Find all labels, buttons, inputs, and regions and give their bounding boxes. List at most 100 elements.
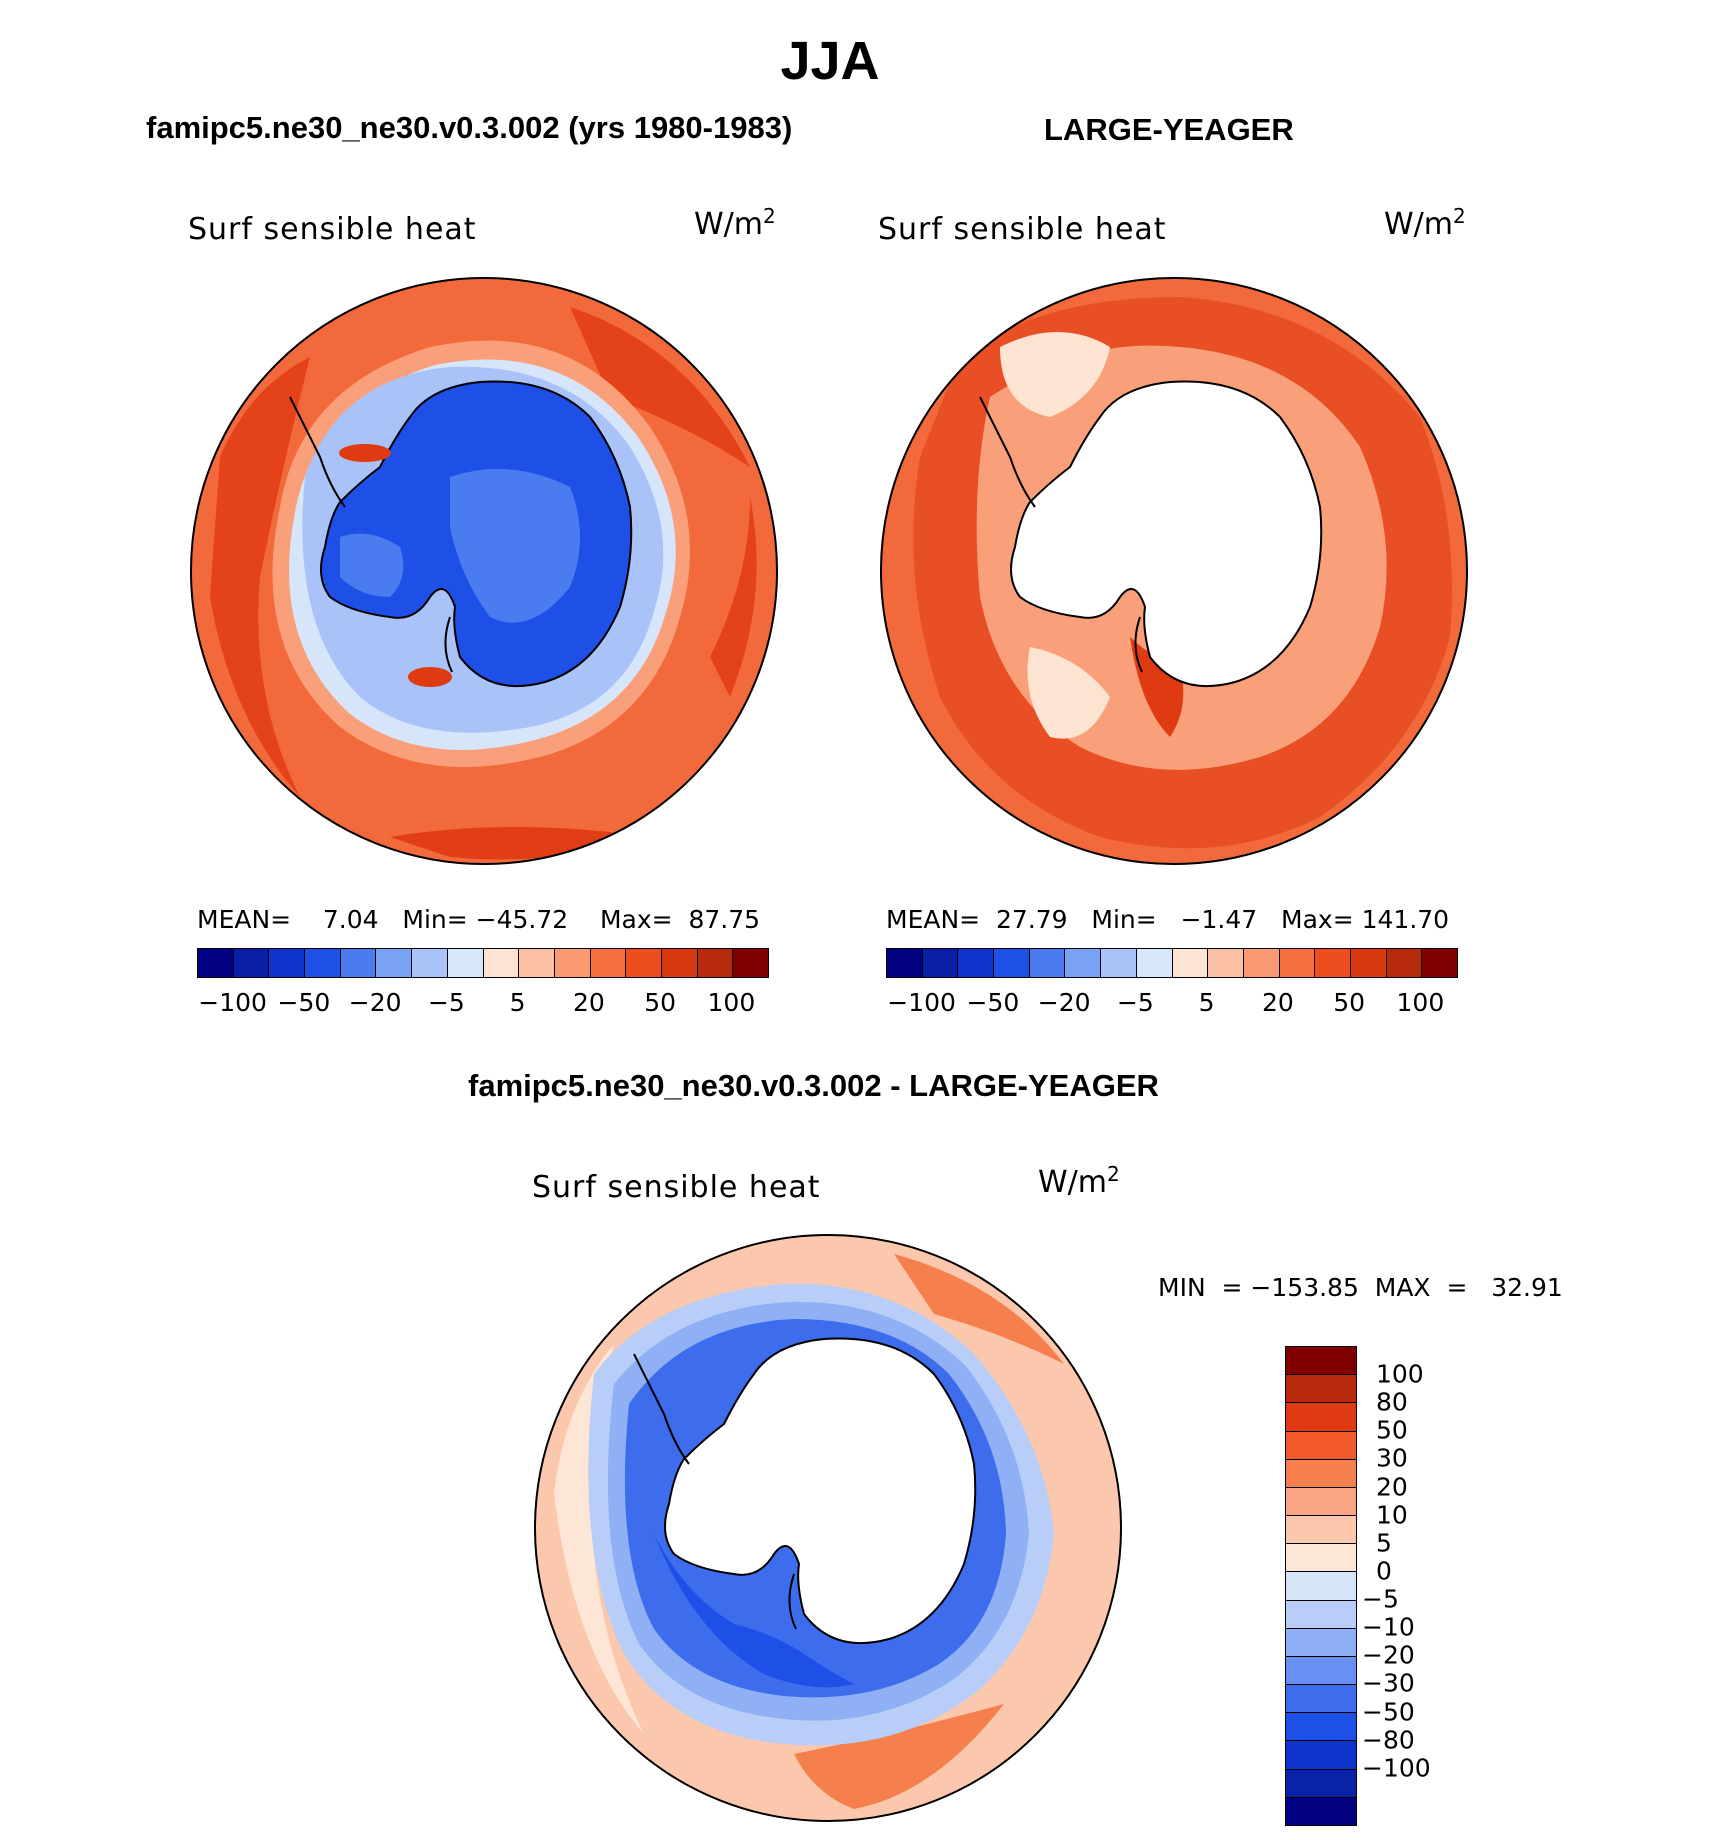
colorbar-label: 50 (1333, 988, 1366, 1017)
colorbar-swatch (340, 949, 377, 977)
colorbar-swatch (590, 949, 627, 977)
colorbar-label: −20 (348, 988, 402, 1017)
colorbar-swatch (1286, 1572, 1356, 1601)
colorbar-label: −50 (277, 988, 331, 1017)
colorbar-swatch (269, 949, 306, 977)
colorbar-swatch (233, 949, 270, 977)
colorbar-swatch (1286, 1741, 1356, 1770)
colorbar-swatch (697, 949, 734, 977)
colorbar-label: −10 (1362, 1612, 1415, 1642)
colorbar-label: 30 (1376, 1443, 1408, 1473)
colorbar-swatch (1286, 1797, 1356, 1825)
colorbar-swatch (661, 949, 698, 977)
colorbar-swatch (1422, 949, 1457, 977)
obs-colorbar-labels: −100 −50 −20 −5 5 20 50 100 (886, 988, 1456, 1018)
colorbar-swatch (554, 949, 591, 977)
colorbar-label: −20 (1037, 988, 1091, 1017)
colorbar-swatch (1286, 1375, 1356, 1404)
diff-variable-label: Surf sensible heat (532, 1170, 821, 1205)
colorbar-label: −30 (1362, 1668, 1415, 1698)
colorbar-swatch (1286, 1347, 1356, 1376)
colorbar-label: 100 (707, 988, 756, 1017)
colorbar-swatch (1286, 1487, 1356, 1517)
colorbar-swatch (626, 949, 662, 977)
diff-colorbar (1285, 1346, 1357, 1826)
colorbar-swatch (1286, 1656, 1356, 1686)
colorbar-swatch (376, 949, 413, 977)
colorbar-label: −5 (427, 988, 465, 1017)
colorbar-swatch (1065, 949, 1102, 977)
colorbar-swatch (958, 949, 995, 977)
model-units-label: W/m2 (694, 204, 776, 242)
colorbar-swatch (1208, 949, 1244, 977)
colorbar-swatch (1286, 1769, 1356, 1798)
colorbar-swatch (1286, 1403, 1356, 1432)
model-polar-map (190, 277, 778, 865)
colorbar-swatch (1286, 1713, 1356, 1742)
obs-variable-label: Surf sensible heat (878, 212, 1167, 247)
model-variable-label: Surf sensible heat (188, 212, 477, 247)
colorbar-label: 50 (644, 988, 677, 1017)
colorbar-swatch (1286, 1431, 1356, 1460)
colorbar-label: −100 (1362, 1753, 1431, 1783)
colorbar-swatch (1279, 949, 1316, 977)
colorbar-swatch (305, 949, 341, 977)
colorbar-swatch (1286, 1544, 1356, 1573)
colorbar-label: −50 (1362, 1697, 1415, 1727)
colorbar-swatch (887, 949, 923, 977)
model-panel-title: famipc5.ne30_ne30.v0.3.002 (yrs 1980-198… (146, 110, 793, 145)
colorbar-label: 5 (1376, 1528, 1392, 1558)
colorbar-swatch (447, 949, 484, 977)
model-stats: MEAN= 7.04 Min= −45.72 Max= 87.75 (197, 905, 761, 934)
model-colorbar-labels: −100 −50 −20 −5 5 20 50 100 (197, 988, 767, 1018)
obs-colorbar (886, 948, 1458, 978)
colorbar-label: 100 (1376, 1359, 1424, 1389)
colorbar-label: 20 (1376, 1472, 1408, 1502)
colorbar-swatch (1286, 1600, 1356, 1629)
colorbar-swatch (1101, 949, 1137, 977)
colorbar-swatch (1172, 949, 1209, 977)
colorbar-label: −100 (198, 988, 267, 1017)
colorbar-label: −5 (1116, 988, 1154, 1017)
colorbar-swatch (1350, 949, 1387, 977)
colorbar-label: 5 (509, 988, 526, 1017)
colorbar-swatch (198, 949, 234, 977)
colorbar-swatch (994, 949, 1030, 977)
colorbar-swatch (1243, 949, 1280, 977)
diff-panel-title: famipc5.ne30_ne30.v0.3.002 - LARGE-YEAGE… (468, 1068, 1159, 1103)
colorbar-label: 0 (1376, 1556, 1392, 1586)
colorbar-swatch (922, 949, 959, 977)
diff-polar-map (534, 1234, 1122, 1822)
colorbar-label: 100 (1396, 988, 1445, 1017)
diff-units-label: W/m2 (1038, 1162, 1120, 1200)
obs-polar-map (880, 277, 1468, 865)
colorbar-label: −50 (966, 988, 1020, 1017)
colorbar-label: 20 (1261, 988, 1294, 1017)
colorbar-label: 80 (1376, 1387, 1408, 1417)
colorbar-swatch (1286, 1628, 1356, 1657)
model-colorbar (197, 948, 769, 978)
colorbar-swatch (519, 949, 555, 977)
colorbar-swatch (1315, 949, 1351, 977)
colorbar-swatch (412, 949, 448, 977)
colorbar-swatch (1286, 1459, 1356, 1488)
colorbar-swatch (733, 949, 768, 977)
colorbar-label: −20 (1362, 1640, 1415, 1670)
diff-stats: MIN = −153.85 MAX = 32.91 (1158, 1273, 1563, 1302)
colorbar-swatch (1286, 1516, 1356, 1545)
colorbar-swatch (1029, 949, 1066, 977)
obs-stats: MEAN= 27.79 Min= −1.47 Max= 141.70 (886, 905, 1450, 934)
colorbar-label: −5 (1362, 1584, 1399, 1614)
colorbar-label: 5 (1198, 988, 1215, 1017)
colorbar-swatch (483, 949, 520, 977)
colorbar-label: 50 (1376, 1415, 1408, 1445)
colorbar-label: −80 (1362, 1725, 1415, 1755)
colorbar-swatch (1286, 1685, 1356, 1714)
obs-panel-title: LARGE-YEAGER (1044, 112, 1294, 147)
colorbar-swatch (1136, 949, 1173, 977)
diff-colorbar-labels: 100 80 50 30 20 10 5 0 −5 −10 −20 −30 −50 −80 −100 (1362, 1346, 1462, 1824)
obs-units-label: W/m2 (1384, 204, 1466, 242)
figure-season-title: JJA (780, 31, 880, 91)
colorbar-label: 10 (1376, 1500, 1408, 1530)
colorbar-swatch (1386, 949, 1423, 977)
